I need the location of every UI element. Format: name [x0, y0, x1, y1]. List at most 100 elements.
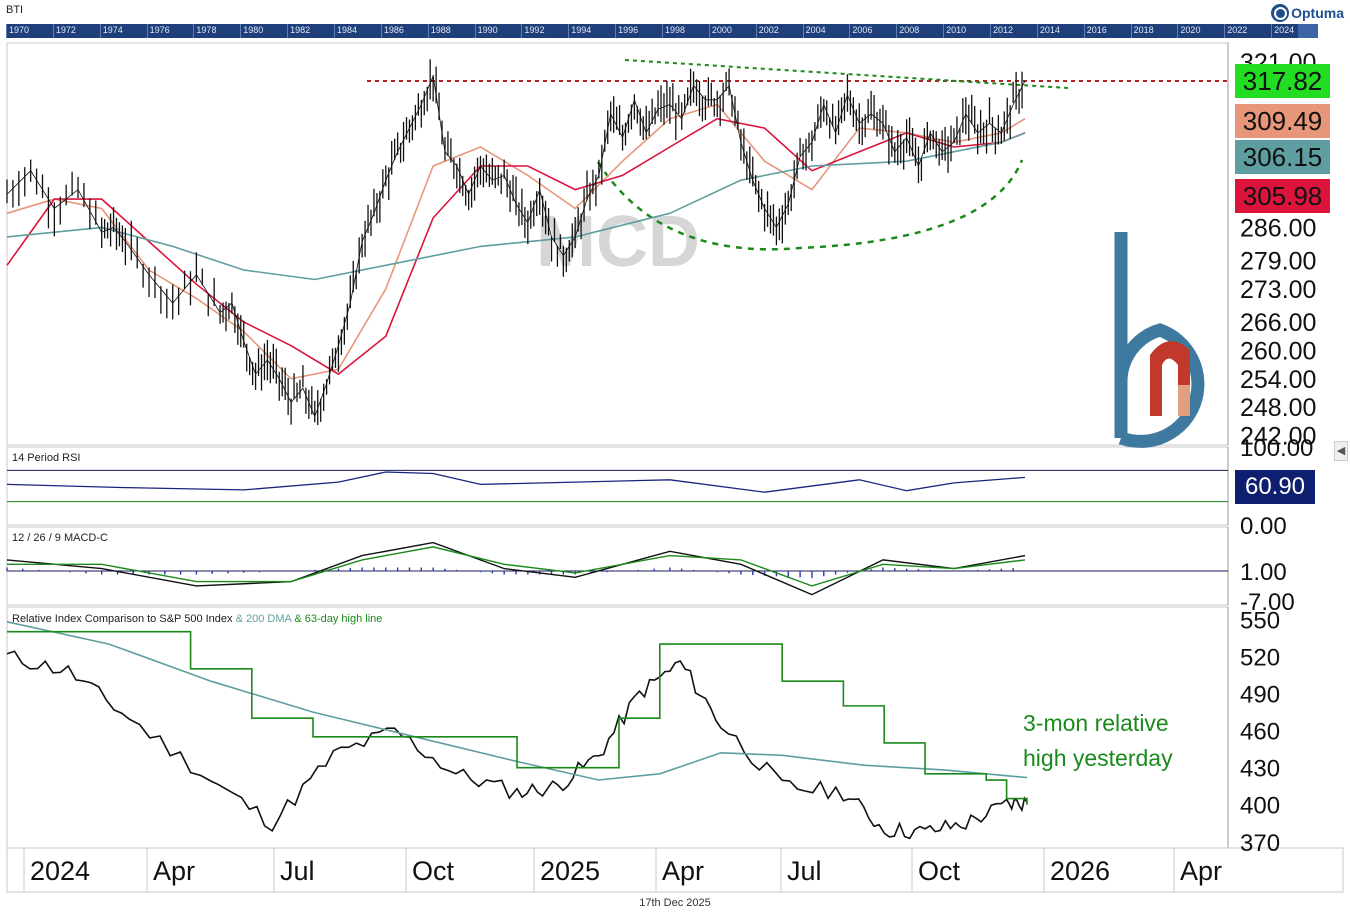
price-close-line	[6, 74, 1026, 418]
timeline-year: 1986	[383, 25, 404, 35]
macd-y-tick: -7.00	[1240, 589, 1295, 616]
price-y-tick: 242.00	[1240, 423, 1316, 451]
timeline-tick	[146, 24, 148, 38]
x-tick-label: Jul	[787, 856, 822, 886]
timeline-tick	[1083, 24, 1085, 38]
price-box-last: 317.82	[1235, 64, 1330, 98]
timeline-year: 1976	[149, 25, 170, 35]
timeline-tick	[943, 24, 945, 38]
price-y-tick: 260.00	[1240, 337, 1316, 365]
macd-line-signal	[7, 546, 1026, 587]
timeline-year: 2004	[805, 25, 826, 35]
timeline-tick	[52, 24, 54, 38]
timeline-year: 1988	[430, 25, 451, 35]
chevron-left-icon[interactable]: ◀	[1334, 441, 1348, 461]
relative-y-tick: 370	[1240, 830, 1280, 857]
x-tick-label: Oct	[918, 856, 961, 886]
macd-title: 12 / 26 / 9 MACD-C	[12, 532, 108, 544]
macd-line-macd	[6, 541, 1026, 596]
timeline-tick	[287, 24, 289, 38]
timeline-tick	[334, 24, 335, 38]
timeline-year: 2016	[1086, 25, 1107, 35]
timeline-tick	[1224, 24, 1226, 38]
timeline-year: 1972	[55, 25, 76, 35]
timeline-year: 1978	[196, 25, 217, 35]
x-tick-label: Jul	[280, 856, 315, 886]
x-tick-label: 2024	[30, 856, 90, 886]
optuma-icon	[1271, 4, 1290, 22]
price-box-50dma: 305.98	[1235, 179, 1330, 213]
price-y-tick: 279.00	[1240, 248, 1316, 276]
timeline-year: 1980	[243, 25, 264, 35]
timeline-year: 1982	[290, 25, 311, 35]
timeline-tick	[1271, 24, 1273, 38]
relative-y-tick: 550	[1240, 607, 1280, 634]
relative-y-tick: 520	[1240, 644, 1280, 671]
timeline-year: 1974	[102, 25, 123, 35]
rounding-bottom-arc	[596, 159, 1024, 251]
rsi-line	[6, 471, 1026, 493]
timeline-tick	[474, 24, 476, 38]
timeline-year: 2024	[1274, 25, 1295, 35]
relative-index-line	[6, 650, 1028, 840]
price-y-tick: 248.00	[1240, 394, 1316, 422]
x-tick-label: Apr	[153, 856, 195, 886]
logo-r-accent	[1178, 385, 1190, 416]
timeline-tick	[1177, 24, 1179, 38]
timeline-tick	[896, 24, 898, 38]
rsi-value-box: 60.90	[1235, 470, 1315, 504]
timeline-tick	[427, 24, 429, 38]
rsi-title: 14 Period RSI	[12, 452, 81, 464]
timeline-tick	[708, 24, 710, 38]
timeline-year: 1998	[665, 25, 686, 35]
timeline-year: 2000	[711, 25, 732, 35]
annotation-line2: high yesterday	[1023, 745, 1173, 771]
logo-b-bowl	[1114, 323, 1205, 448]
timeline-tick	[193, 24, 195, 38]
timeline-tick	[99, 24, 101, 38]
x-tick-label: 2026	[1050, 856, 1110, 886]
relative-high-line	[7, 630, 1028, 805]
timeline-year: 2022	[1227, 25, 1248, 35]
timeline-tick	[615, 24, 617, 38]
relative-200dma-line	[6, 621, 1028, 781]
timeline-year: 2014	[1039, 25, 1060, 35]
x-tick-label: Apr	[1180, 856, 1222, 886]
relative-y-tick: 460	[1240, 719, 1280, 746]
timeline-tick	[380, 24, 382, 38]
relative-title-main: Relative Index Comparison to S&P 500 Ind…	[12, 613, 233, 625]
timeline-navigator[interactable]: 1970 1972 1974 1976 1978 1980 1982 1984 1986 1988…	[6, 24, 1318, 38]
timeline-year: 2020	[1180, 25, 1201, 35]
timeline-year: 1984	[337, 25, 358, 35]
x-tick-label: 2025	[540, 856, 600, 886]
x-tick-label: Apr	[662, 856, 704, 886]
price-box-200dma: 306.15	[1235, 140, 1330, 174]
timeline-tick	[849, 24, 851, 38]
relative-title-high: & 63-day high line	[294, 613, 383, 625]
brand-logo: Optuma	[1271, 2, 1344, 24]
x-tick-label: Oct	[412, 856, 455, 886]
relative-y-tick: 430	[1240, 756, 1280, 783]
annotation-note: 3-mon relative high yesterday	[1023, 706, 1223, 776]
timeline-tick	[568, 24, 570, 38]
relative-title-dma: & 200 DMA	[235, 613, 292, 625]
timeline-year: 2008	[899, 25, 920, 35]
ma-line-21-dma	[6, 103, 1026, 380]
timeline-tick	[662, 24, 663, 38]
relative-y-tick: 400	[1240, 793, 1280, 820]
symbol-label: BTI	[6, 4, 24, 16]
timeline-tick	[1036, 24, 1038, 38]
timeline-year: 1990	[477, 25, 498, 35]
timeline-tick	[240, 24, 242, 38]
price-y-tick: 266.00	[1240, 309, 1316, 337]
footer-date: 17th Dec 2025	[639, 897, 711, 909]
brand-name: Optuma	[1291, 5, 1344, 21]
timeline-window[interactable]	[1298, 24, 1318, 38]
macd-y-tick: 1.00	[1240, 559, 1287, 586]
timeline-year: 1970	[9, 25, 30, 35]
timeline-year: 2002	[758, 25, 779, 35]
relative-y-tick: 490	[1240, 682, 1280, 709]
timeline-tick	[990, 24, 991, 38]
timeline-tick	[1130, 24, 1132, 38]
